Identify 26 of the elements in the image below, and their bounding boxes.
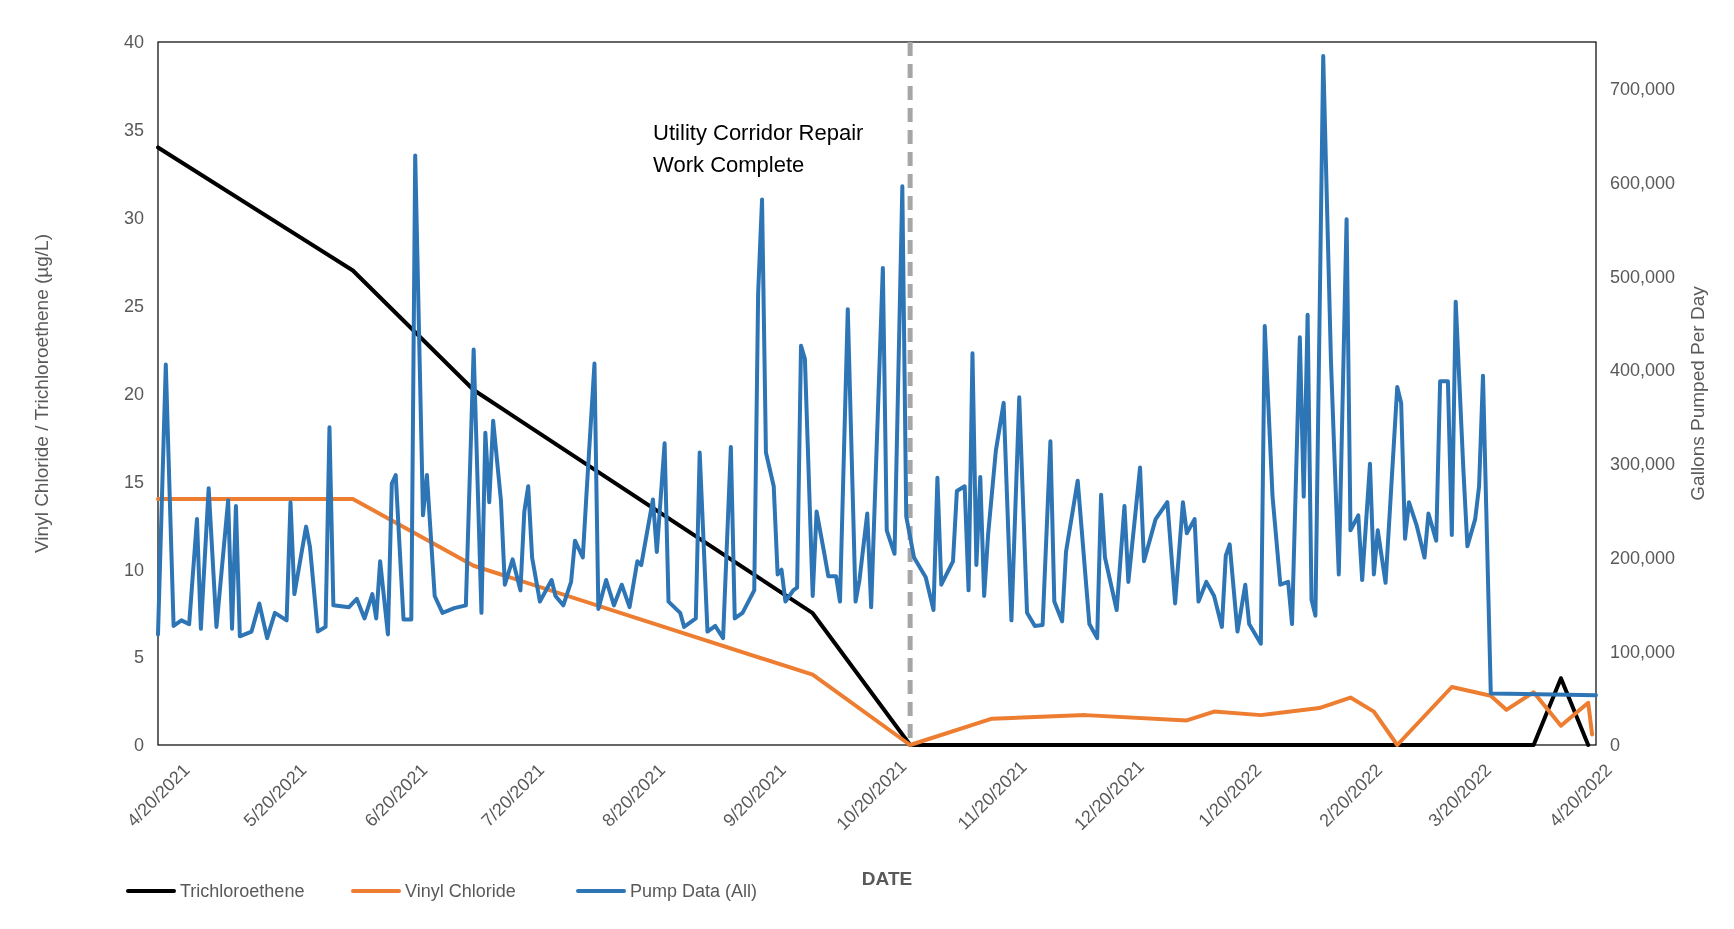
y-axis-title: Vinyl Chloride / Trichloroethene (µg/L) bbox=[31, 234, 52, 553]
y-tick-label: 35 bbox=[123, 120, 144, 141]
ref-line-label: Utility Corridor Repair Work Complete bbox=[653, 120, 864, 177]
y2-tick-label: 100,000 bbox=[1610, 641, 1676, 662]
y2-tick-label: 600,000 bbox=[1610, 172, 1676, 193]
y-tick-label: 30 bbox=[123, 208, 144, 229]
y-tick-label: 40 bbox=[123, 32, 144, 53]
y2-tick-label: 500,000 bbox=[1610, 266, 1676, 287]
y-tick-label: 5 bbox=[133, 647, 144, 668]
y2-tick-label: 700,000 bbox=[1610, 79, 1676, 100]
legend-label: Vinyl Chloride bbox=[405, 881, 516, 902]
x-axis-title: DATE bbox=[861, 868, 913, 889]
y2-axis-title: Gallons Pumped Per Day bbox=[1687, 285, 1708, 501]
y-tick-label: 25 bbox=[123, 295, 144, 316]
legend-label: Trichloroethene bbox=[180, 881, 305, 902]
y2-tick-label: 400,000 bbox=[1610, 360, 1676, 381]
line-series bbox=[156, 496, 1595, 747]
y-tick-label: 0 bbox=[133, 735, 144, 756]
y-tick-label: 15 bbox=[123, 471, 144, 492]
y2-tick-label: 300,000 bbox=[1610, 454, 1676, 475]
y-tick-label: 20 bbox=[123, 383, 144, 404]
y2-tick-label: 200,000 bbox=[1610, 547, 1676, 568]
line-series bbox=[156, 54, 1598, 698]
y-tick-label: 10 bbox=[123, 559, 144, 580]
y2-tick-label: 0 bbox=[1610, 735, 1621, 756]
legend-label: Pump Data (All) bbox=[630, 881, 758, 902]
